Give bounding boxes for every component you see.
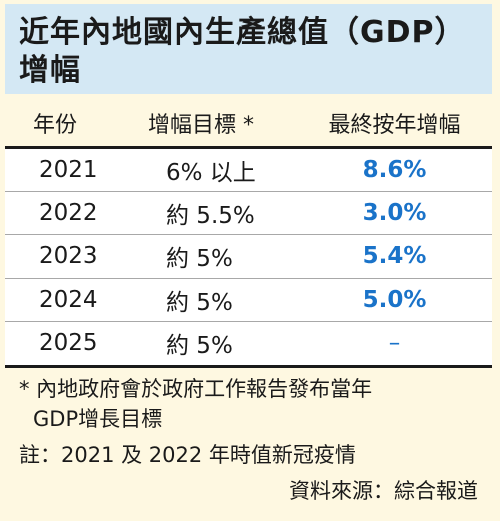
header-year: 年份 [33,113,78,138]
cell-final: 3.0% [362,200,427,227]
cell-final: 8.6% [362,157,427,184]
data-table: 2021 6% 以上 8.6% 2022 約 5.5% 3.0% 2023 約 … [5,146,492,368]
page-title: 近年內地國內生產總值（GDP） [19,15,466,50]
cell-target: 6% 以上 [166,160,256,187]
footnote-target: * 內地政府會於政府工作報告發布當年 [19,377,373,401]
header-final: 最終按年增幅 [328,113,461,138]
title-box: 近年內地國內生產總值（GDP） 增幅 [5,4,492,94]
page-title-line2: 增幅 [19,53,81,88]
footnotes: * 內地政府會於政府工作報告發布當年 GDP增長目標 註：2021 及 2022… [5,374,492,506]
cell-final: 5.4% [362,243,427,270]
cell-final: – [388,330,401,357]
header-target: 增幅目標 * [148,113,254,138]
table-row: 2023 約 5% 5.4% [5,235,492,279]
cell-target: 約 5% [166,289,233,316]
cell-final: 5.0% [362,286,427,313]
cell-year: 2023 [39,243,98,270]
table-row: 2021 6% 以上 8.6% [5,149,492,193]
cell-year: 2021 [39,157,98,184]
footnote-covid: 註：2021 及 2022 年時值新冠疫情 [19,443,356,467]
cell-target: 約 5.5% [166,203,255,230]
cell-year: 2022 [39,200,98,227]
cell-year: 2024 [39,286,98,313]
cell-year: 2025 [39,330,98,357]
cell-target: 約 5% [166,333,233,360]
footnote-target-cont: GDP增長目標 [33,407,163,431]
table-row: 2025 約 5% – [5,322,492,365]
table-row: 2022 約 5.5% 3.0% [5,192,492,236]
source-credit: 資料來源：綜合報道 [289,479,478,503]
cell-target: 約 5% [166,246,233,273]
table-row: 2024 約 5% 5.0% [5,279,492,322]
table-header: 年份 增幅目標 * 最終按年增幅 [5,100,492,146]
